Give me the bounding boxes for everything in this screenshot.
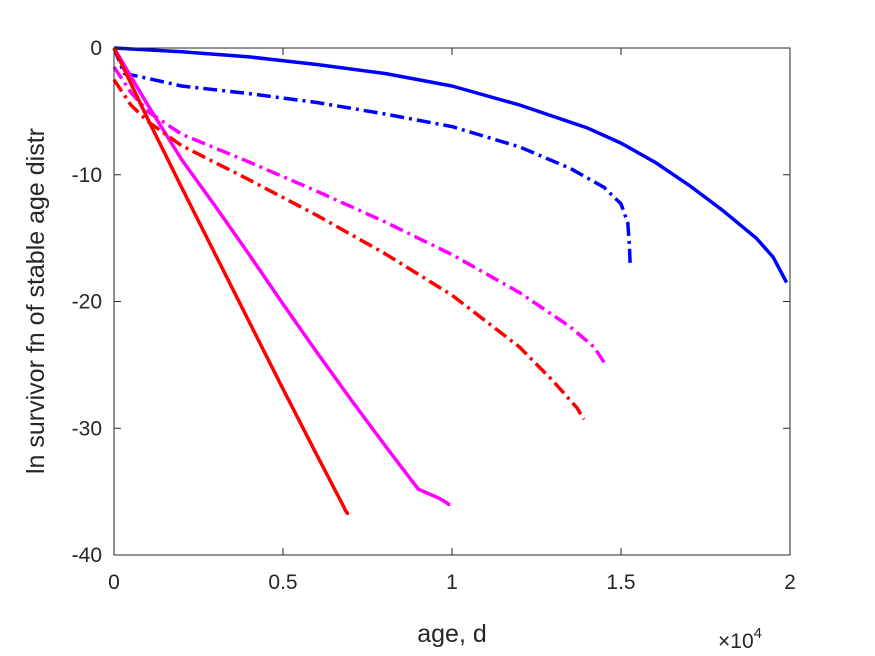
series-line-1 [113, 46, 789, 284]
y-tick-label: -10 [72, 164, 102, 187]
x-tick-label: 0.5 [268, 571, 297, 594]
series-line-3 [112, 47, 451, 507]
y-tick-label: -20 [72, 291, 102, 314]
plot-area [114, 48, 790, 555]
y-tick-label: 0 [90, 37, 102, 60]
y-axis-label: ln survivor fn of stable age distr [22, 128, 50, 474]
x-exponent-base: ×10 [718, 630, 754, 653]
tick-layer: 0 0.5 1 1.5 2 0 -10 -20 -30 -40 [72, 37, 796, 594]
y-tick-label: -40 [72, 544, 102, 567]
series-line-6 [112, 78, 586, 421]
x-tick-label: 2 [784, 571, 796, 594]
x-axis-label: age, d [417, 620, 487, 648]
series-line-4 [112, 66, 606, 364]
y-tick-label: -30 [72, 417, 102, 440]
x-exponent-power: 4 [754, 625, 762, 642]
series-line-5 [112, 47, 349, 515]
series-layer [112, 46, 789, 515]
x-tick-label: 0 [108, 571, 120, 594]
x-tick-label: 1.5 [606, 571, 635, 594]
x-exponent-label: ×104 [718, 625, 762, 653]
series-line-2 [112, 47, 632, 264]
x-tick-label: 1 [446, 571, 458, 594]
